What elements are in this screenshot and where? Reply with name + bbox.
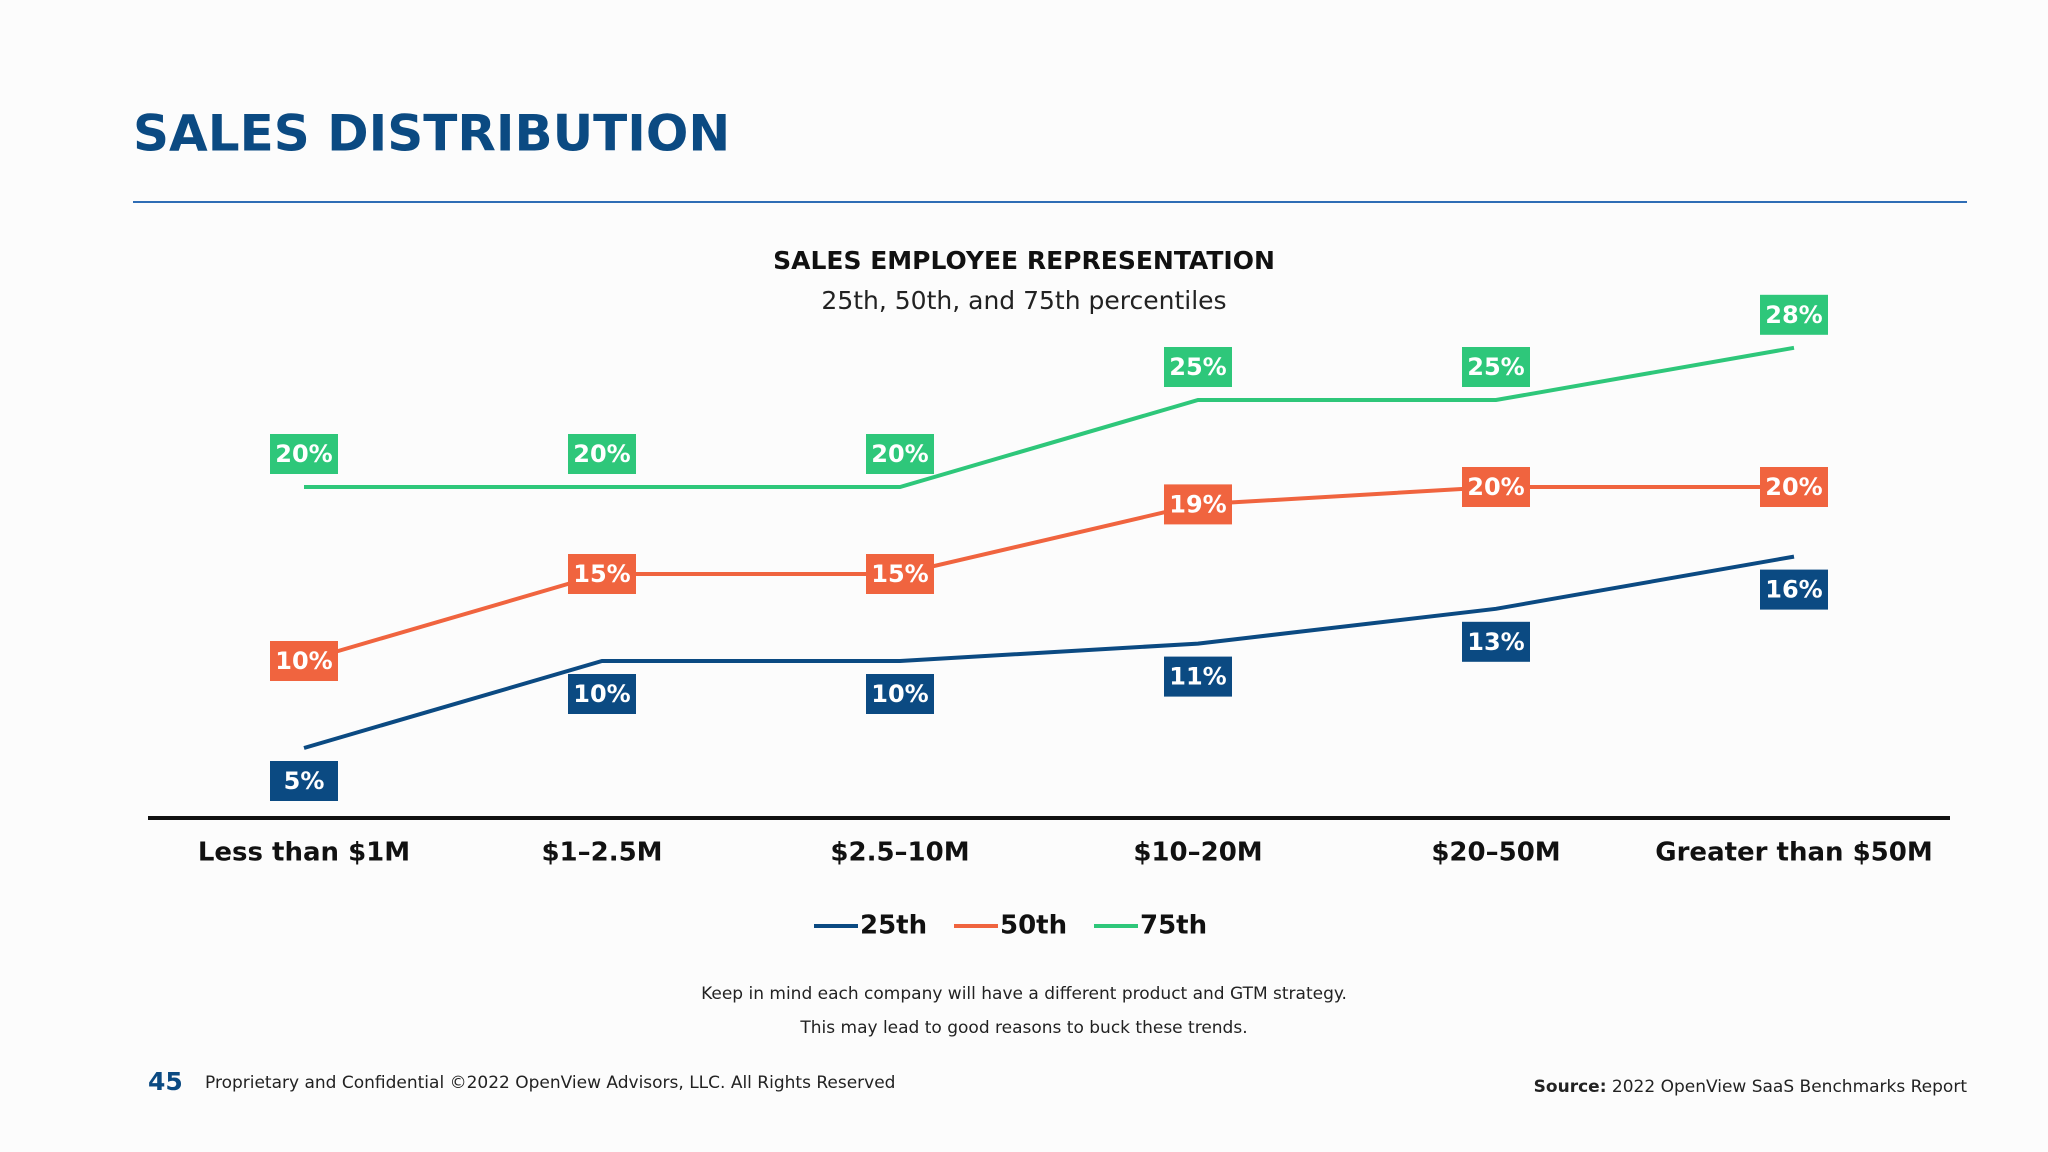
source: Source: 2022 OpenView SaaS Benchmarks Re… [1534, 1077, 1968, 1097]
data-label: 10% [275, 647, 332, 675]
label-box [270, 761, 338, 801]
data-label: 20% [275, 440, 332, 468]
label-box [1164, 656, 1232, 697]
source-text: 2022 OpenView SaaS Benchmarks Report [1612, 1077, 1967, 1097]
x-tick-label: $10–20M [1133, 838, 1262, 868]
data-label: 15% [573, 560, 630, 588]
label-box [1164, 484, 1232, 525]
label-box [568, 674, 636, 714]
label-box [866, 674, 934, 714]
x-tick-label: $1–2.5M [541, 838, 662, 868]
data-label: 19% [1169, 490, 1226, 518]
copyright: Proprietary and Confidential ©2022 OpenV… [205, 1073, 895, 1093]
data-label: 20% [573, 440, 630, 468]
series-line [303, 554, 1795, 750]
data-label: 16% [1765, 576, 1822, 604]
label-box [568, 434, 636, 474]
label-box [1760, 467, 1828, 507]
data-label: 11% [1169, 663, 1226, 691]
data-label: 13% [1467, 628, 1524, 656]
data-label: 28% [1765, 301, 1822, 329]
label-box [1462, 347, 1530, 387]
label-box [1760, 294, 1828, 335]
data-label: 20% [1765, 473, 1822, 501]
label-box [270, 434, 338, 474]
note: This may lead to good reasons to buck th… [799, 1018, 1247, 1038]
data-label: 20% [1467, 473, 1524, 501]
data-label: 15% [871, 560, 928, 588]
label-box [270, 641, 338, 681]
page-number: 45 [148, 1067, 183, 1096]
label-box [1760, 569, 1828, 610]
x-tick-label: Greater than $50M [1655, 838, 1932, 868]
series-line [303, 485, 1794, 663]
chart-subtitle: 25th, 50th, and 75th percentiles [821, 286, 1226, 315]
note: Keep in mind each company will have a di… [701, 984, 1347, 1004]
chart-title: SALES EMPLOYEE REPRESENTATION [773, 246, 1275, 275]
data-label: 5% [284, 767, 325, 795]
legend-label: 25th [860, 911, 927, 941]
data-label: 10% [573, 680, 630, 708]
data-label: 25% [1169, 353, 1226, 381]
data-label: 20% [871, 440, 928, 468]
series-line [304, 345, 1795, 489]
label-box [866, 554, 934, 594]
x-tick-label: Less than $1M [198, 838, 410, 868]
legend-label: 50th [1000, 911, 1067, 941]
x-tick-label: $20–50M [1431, 838, 1560, 868]
legend-label: 75th [1140, 911, 1207, 941]
label-box [1462, 621, 1530, 662]
label-box [1462, 467, 1530, 507]
slide-title: SALES DISTRIBUTION [133, 105, 730, 163]
data-label: 25% [1467, 353, 1524, 381]
source-label: Source: [1534, 1077, 1607, 1097]
label-box [866, 434, 934, 474]
label-box [568, 554, 636, 594]
label-box [1164, 347, 1232, 387]
x-tick-label: $2.5–10M [830, 838, 969, 868]
data-label: 10% [871, 680, 928, 708]
